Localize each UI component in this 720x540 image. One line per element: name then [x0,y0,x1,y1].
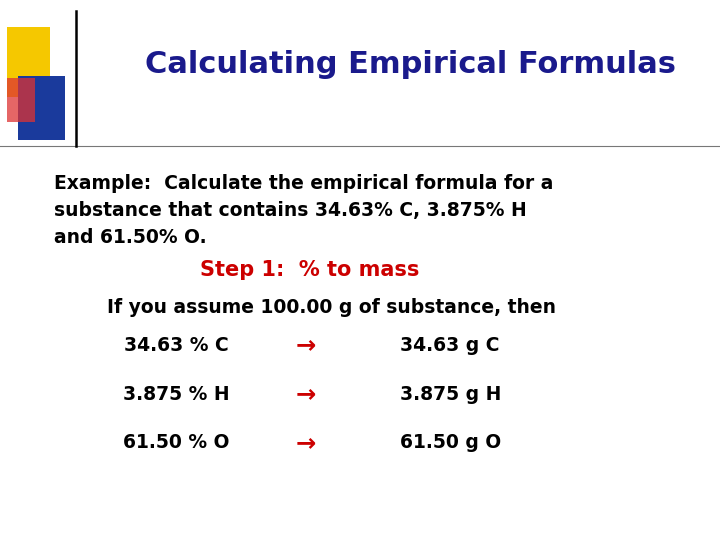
Text: →: → [296,431,316,455]
Text: →: → [296,382,316,406]
Text: 3.875 % H: 3.875 % H [123,384,230,404]
Text: 3.875 g H: 3.875 g H [400,384,501,404]
Text: and 61.50% O.: and 61.50% O. [54,228,207,247]
FancyBboxPatch shape [7,27,50,97]
FancyBboxPatch shape [7,78,35,122]
FancyBboxPatch shape [18,76,65,140]
Text: 61.50 % O: 61.50 % O [123,433,230,453]
Text: substance that contains 34.63% C, 3.875% H: substance that contains 34.63% C, 3.875%… [54,201,527,220]
Text: 34.63 g C: 34.63 g C [400,336,499,355]
Text: If you assume 100.00 g of substance, then: If you assume 100.00 g of substance, the… [107,298,556,318]
Text: Calculating Empirical Formulas: Calculating Empirical Formulas [145,50,676,79]
Text: 34.63 % C: 34.63 % C [124,336,229,355]
Text: Example:  Calculate the empirical formula for a: Example: Calculate the empirical formula… [54,174,554,193]
Text: →: → [296,334,316,357]
Text: Step 1:  % to mass: Step 1: % to mass [200,260,419,280]
Text: 61.50 g O: 61.50 g O [400,433,501,453]
